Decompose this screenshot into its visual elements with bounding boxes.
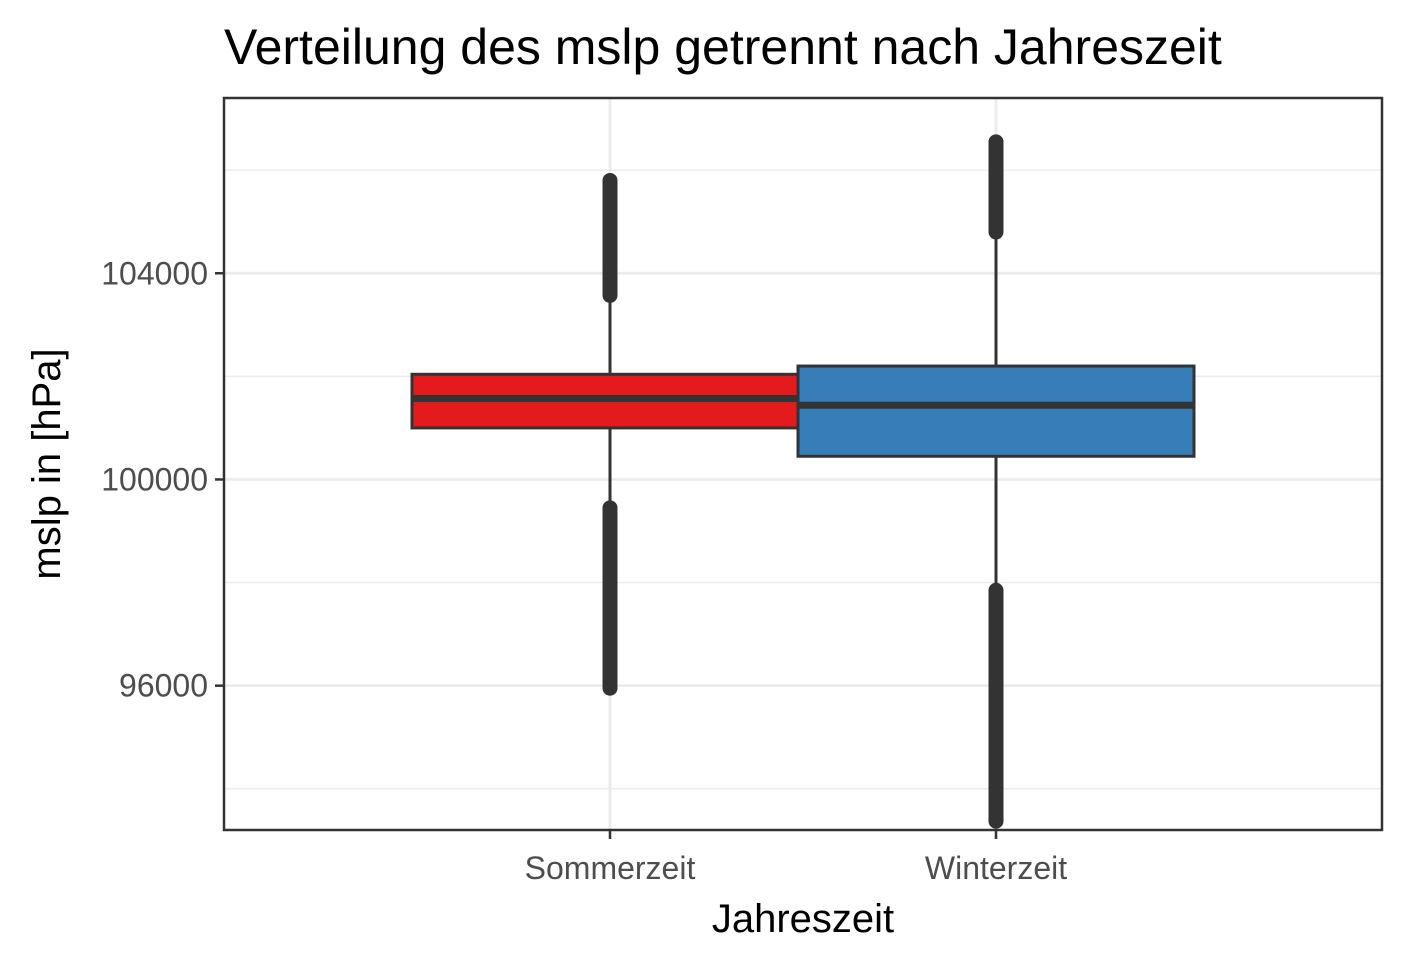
boxplot-series	[410, 134, 1196, 829]
box-iqr	[796, 364, 1196, 458]
y-axis-title: mslp in [hPa]	[25, 348, 69, 579]
chart-title: Verteilung des mslp getrennt nach Jahres…	[224, 19, 1222, 75]
x-axis-title: Jahreszeit	[712, 897, 894, 941]
y-tick-label: 100000	[101, 461, 208, 497]
y-tick-label: 104000	[101, 255, 208, 291]
y-tick-label: 96000	[119, 668, 208, 704]
plot-border	[222, 96, 1384, 832]
x-tick-label: Winterzeit	[925, 850, 1067, 886]
box-sommerzeit	[410, 172, 810, 696]
axis-ticks: 96000 100000 104000 Sommerzeit Winterzeit	[101, 255, 1067, 886]
x-tick-label: Sommerzeit	[525, 850, 696, 886]
plot-panel	[224, 98, 1382, 830]
box-winterzeit	[796, 134, 1196, 829]
